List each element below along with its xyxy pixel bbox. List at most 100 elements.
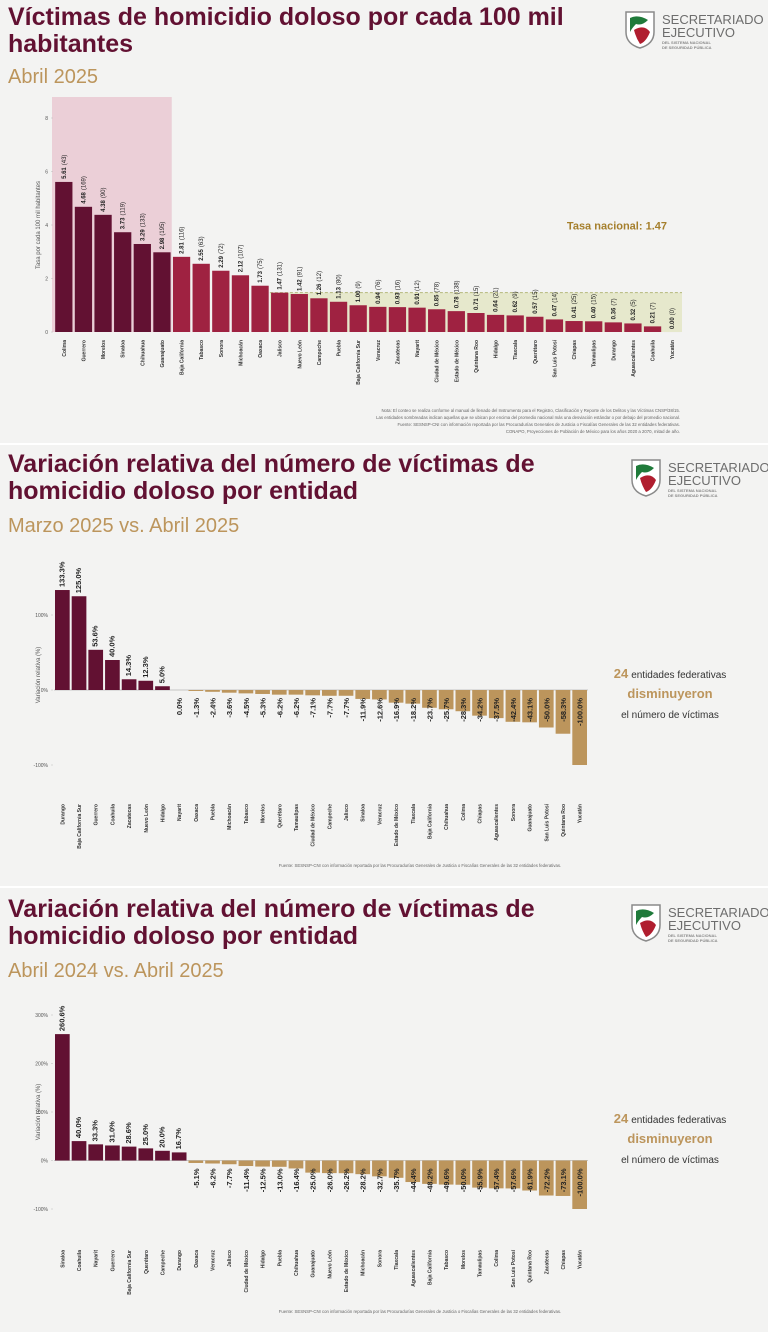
callout-text: entidades federativas [631, 670, 726, 681]
value-label-rate: 0.93 [395, 292, 401, 304]
bar [55, 590, 70, 690]
chart-title: Víctimas de homicidio doloso por cada 10… [8, 3, 564, 58]
logo-green [630, 16, 648, 32]
value-label-rate: 1.00 [356, 290, 362, 302]
value-label: -42.4% [509, 698, 518, 722]
value-label: 0.47(14) [552, 292, 558, 316]
bar [538, 690, 554, 728]
bar [105, 660, 120, 690]
value-label: 40.0% [74, 1117, 83, 1139]
logo-green [636, 909, 654, 925]
value-label: -25.0% [309, 1168, 318, 1192]
x-tick-label: Tamaulipas [592, 340, 598, 367]
footnote: Nota: El conteo se realiza conforme al m… [381, 408, 680, 413]
value-label: 2.55(63) [199, 236, 205, 260]
x-tick-label: Tabasco [244, 804, 250, 824]
bar [221, 1160, 237, 1165]
x-tick-label: Michoacán [361, 1250, 367, 1276]
value-label: -48.2% [425, 1168, 434, 1192]
bar [114, 232, 132, 332]
value-label: 12.3% [141, 656, 150, 678]
value-label-rate: 0.41 [572, 306, 578, 318]
logo-subtitle: DEL SISTEMA NACIONAL [662, 40, 711, 45]
bar [455, 1160, 471, 1185]
bar [74, 206, 93, 332]
chart-subtitle: Abril 2024 vs. Abril 2025 [8, 960, 224, 982]
value-label: -18.2% [409, 698, 418, 722]
bar [322, 1160, 337, 1174]
value-label-rate: 0.32 [631, 308, 637, 320]
x-tick-label: Querétaro [144, 1250, 150, 1274]
bar [231, 275, 250, 332]
x-tick-label: Puebla [211, 804, 217, 821]
x-tick-label: Baja California [427, 804, 433, 839]
value-label: -34.2% [476, 698, 485, 722]
value-label-rate: 2.55 [199, 248, 205, 260]
value-label-rate: 1.42 [297, 279, 303, 291]
bar [212, 270, 230, 332]
value-label-rate: 0.71 [474, 298, 480, 310]
value-label: -12.6% [375, 698, 384, 722]
bar [290, 294, 308, 332]
chart-subtitle: Abril 2025 [8, 66, 99, 88]
value-label-count: (21) [494, 288, 500, 299]
x-tick-label: Nuevo León [144, 804, 150, 833]
x-tick-label: Yucatán [578, 1250, 584, 1269]
bar [505, 1160, 521, 1189]
logo-title: SECRETARIADO [668, 905, 768, 920]
x-tick-label: Tlaxcala [394, 1250, 400, 1270]
value-label-rate: 0.40 [592, 306, 598, 318]
value-label-count: (15) [592, 294, 598, 305]
x-tick-label: Sinaloa [60, 1250, 66, 1268]
value-label-count: (195) [160, 222, 166, 236]
bar [338, 690, 354, 696]
value-label: -7.7% [325, 698, 334, 718]
value-label: -6.2% [292, 698, 301, 718]
value-label-rate: 0.62 [513, 300, 519, 312]
x-tick-label: Nayarit [94, 1250, 100, 1267]
value-label-count: (107) [238, 245, 244, 259]
bar [486, 314, 505, 332]
value-label: 0.21 (7) [651, 302, 657, 323]
x-tick-label: San Luis Potosí [511, 1249, 517, 1287]
chart-title: Variación relativa del número de víctima… [8, 895, 535, 950]
value-label-rate: 3.73 [121, 217, 127, 229]
x-tick-label: Campeche [317, 340, 323, 366]
value-label: 0.36 (7) [611, 298, 617, 319]
x-tick-label: Yucatán [670, 340, 676, 359]
bar [94, 214, 112, 332]
bar [155, 686, 170, 690]
x-tick-label: San Luis Potosí [552, 339, 558, 377]
y-tick-label: 6 [45, 170, 48, 176]
x-tick-label: Quintana Roo [561, 804, 567, 837]
y-axis-label: Variación relativa (%) [36, 1084, 42, 1141]
x-tick-label: Estado de México [394, 804, 400, 846]
y-tick-label: 0% [41, 688, 49, 694]
value-label: -55.9% [476, 1168, 485, 1192]
y-tick-label: 8 [45, 116, 48, 122]
x-tick-label: Durango [177, 1250, 183, 1271]
value-label: 53.6% [91, 625, 100, 647]
y-tick-label: 100% [35, 1110, 48, 1116]
bar [388, 1160, 404, 1178]
value-label-count: (78) [435, 282, 441, 293]
bar [205, 1160, 220, 1164]
y-tick-label: 200% [35, 1062, 48, 1068]
value-label: 33.3% [91, 1120, 100, 1142]
value-label: 0.85(78) [435, 282, 441, 306]
logo-red [634, 27, 650, 44]
x-tick-label: Guanajuato [528, 804, 534, 832]
bar [585, 321, 603, 332]
bar [522, 690, 537, 723]
value-label: 0.78 (138) [454, 280, 460, 308]
x-tick-label: Aguascalientes [494, 804, 500, 841]
value-label: 1.26(12) [317, 271, 323, 295]
value-label: -11.9% [359, 698, 368, 722]
x-tick-label: Colima [461, 804, 467, 821]
value-label: 5.61(43) [62, 155, 68, 179]
y-tick-label: 300% [35, 1013, 48, 1019]
value-label: 2.98(195) [160, 222, 166, 250]
value-label: -7.1% [309, 698, 318, 718]
value-label: -7.7% [225, 1168, 234, 1188]
